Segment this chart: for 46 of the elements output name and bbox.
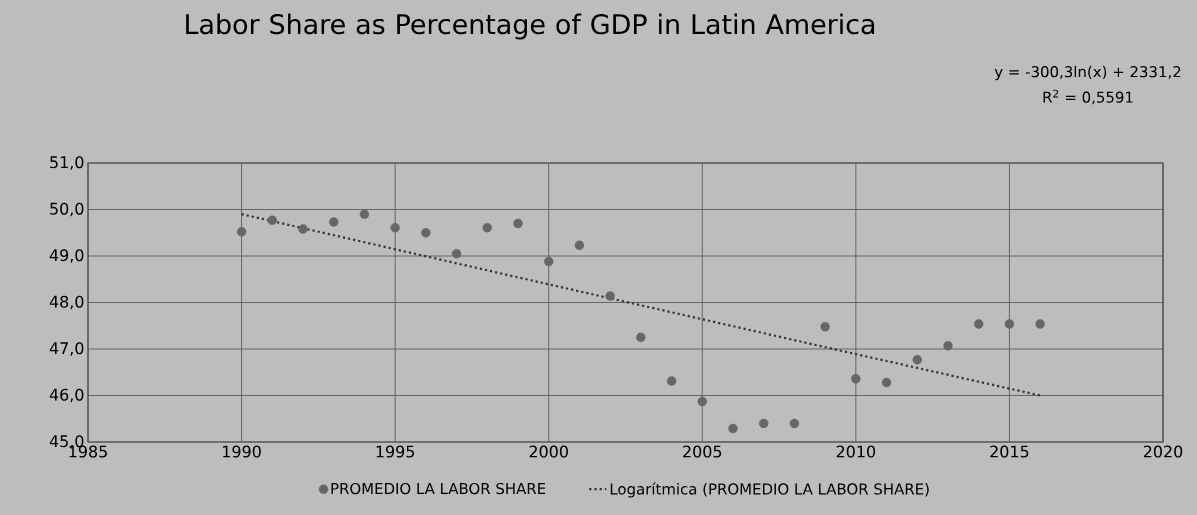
point <box>605 291 615 301</box>
point <box>482 222 492 233</box>
text: R$^{2}$ = 0,5591 <box>1043 89 1133 105</box>
text: y = -300,3ln(x) + 2331,2 <box>994 65 1181 81</box>
line-series <box>240 213 1042 397</box>
point <box>759 418 769 429</box>
y-tick-label: 48,0 <box>49 295 84 310</box>
point <box>789 418 800 429</box>
point <box>666 376 677 386</box>
x-tick-label: 2010 <box>836 445 876 458</box>
chart-title: Labor Share as Percentage of GDP in Latin America <box>186 13 875 40</box>
point <box>851 374 861 384</box>
x-tick-label: 2005 <box>683 445 722 458</box>
y-tick-label: 50,0 <box>50 202 84 217</box>
point <box>513 218 523 229</box>
point <box>697 396 707 407</box>
point <box>912 355 922 365</box>
point <box>881 377 892 388</box>
point <box>267 215 277 225</box>
point <box>421 228 431 238</box>
x-tick-label: 2020 <box>1143 445 1183 458</box>
point <box>451 248 462 259</box>
point <box>359 209 370 219</box>
y-tick-label: 49,0 <box>49 249 84 263</box>
x-tick-label: 1990 <box>223 445 261 458</box>
legend-label: Logarítmica (PROMEDIO LA LABOR SHARE) <box>610 482 929 498</box>
point <box>1004 319 1015 329</box>
x-tick-label: 2015 <box>990 445 1029 458</box>
point <box>974 319 984 329</box>
x-tick-label: 1995 <box>376 445 415 458</box>
point <box>329 217 339 227</box>
point <box>544 256 554 267</box>
point <box>636 332 646 343</box>
y-tick-label: 51,0 <box>50 156 84 170</box>
point <box>390 222 400 233</box>
point <box>236 227 247 237</box>
y-tick-label: 47,0 <box>49 342 84 356</box>
point <box>298 224 308 234</box>
y-tick-label: 46,0 <box>49 388 84 403</box>
x-tick-label: 2000 <box>529 445 568 458</box>
point <box>1035 319 1045 329</box>
point <box>574 240 585 250</box>
legend-label: PROMEDIO LA LABOR SHARE <box>331 482 546 495</box>
point <box>943 341 953 351</box>
point <box>820 321 830 332</box>
point <box>728 423 738 434</box>
